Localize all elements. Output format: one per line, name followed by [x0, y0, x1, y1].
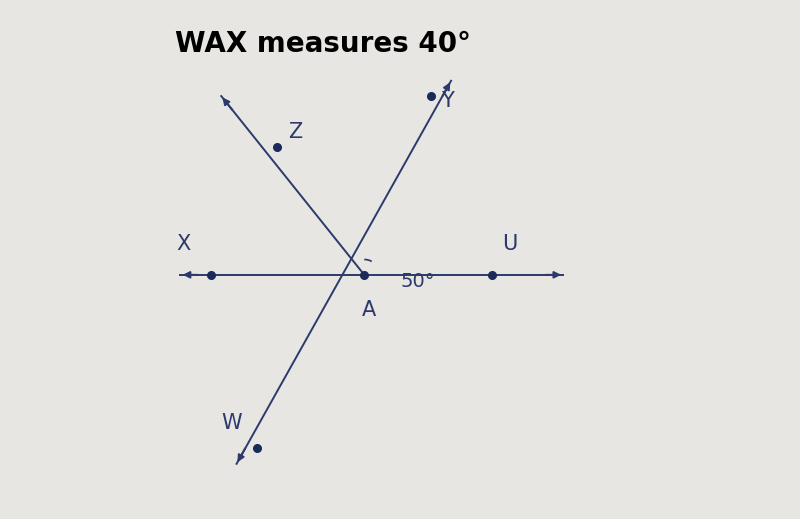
Text: Y: Y [441, 91, 454, 111]
Text: WAX measures 40°: WAX measures 40° [175, 30, 471, 58]
Text: 50°: 50° [400, 272, 434, 291]
Text: Z: Z [288, 122, 302, 142]
Text: X: X [176, 235, 190, 254]
Text: U: U [502, 235, 518, 254]
Text: W: W [221, 413, 242, 433]
Text: A: A [362, 301, 377, 320]
